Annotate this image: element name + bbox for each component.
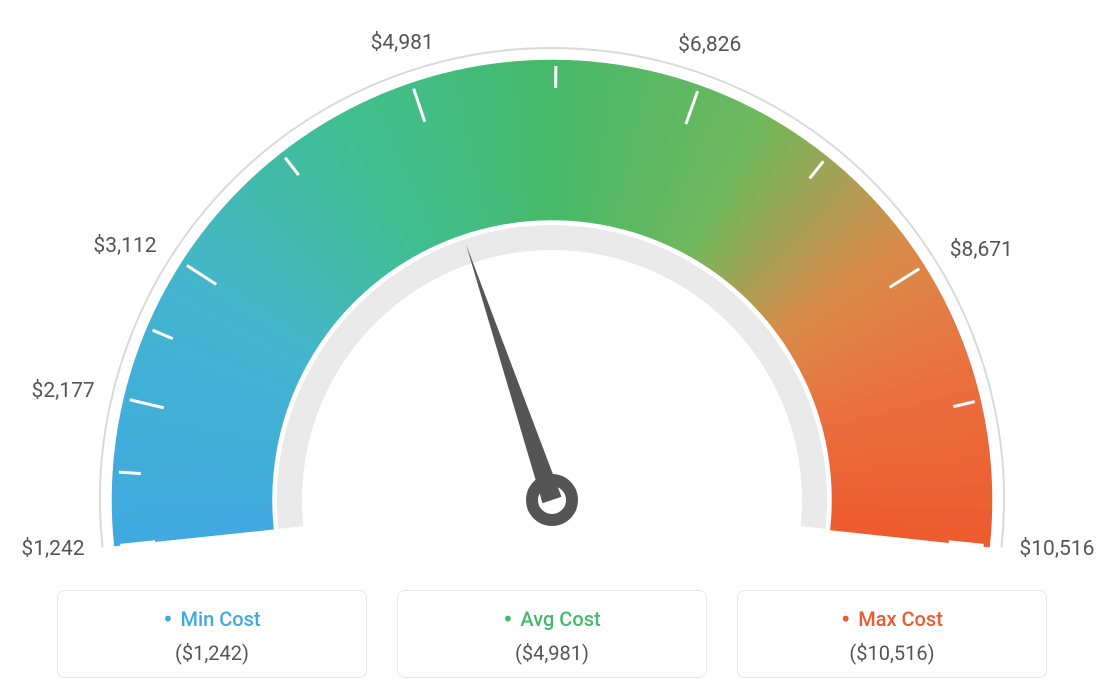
legend-title-min: Min Cost [68, 607, 356, 631]
cost-gauge-chart: $1,242 $2,177 $3,112 $4,981 $6,826 $8,671 $10,… [0, 0, 1104, 690]
gauge-tick-label: $10,516 [1019, 537, 1094, 561]
gauge-tick-label: $2,177 [32, 379, 95, 403]
gauge-area: $1,242 $2,177 $3,112 $4,981 $6,826 $8,671 $10,… [0, 0, 1104, 560]
legend-title-avg: Avg Cost [408, 607, 696, 631]
legend-title-max: Max Cost [748, 607, 1036, 631]
gauge-tick-label: $1,242 [21, 537, 84, 561]
legend-row: Min Cost ($1,242) Avg Cost ($4,981) Max … [0, 590, 1104, 678]
legend-value-avg: ($4,981) [408, 641, 696, 665]
gauge-needle [466, 244, 562, 503]
gauge-tick-label: $4,981 [371, 31, 434, 55]
gauge-tick-label: $6,826 [678, 33, 741, 57]
legend-value-min: ($1,242) [68, 641, 356, 665]
gauge-tick-label: $3,112 [93, 234, 156, 258]
legend-card-min: Min Cost ($1,242) [57, 590, 367, 678]
gauge-tick-label: $8,671 [950, 238, 1013, 262]
legend-value-max: ($10,516) [748, 641, 1036, 665]
legend-card-avg: Avg Cost ($4,981) [397, 590, 707, 678]
legend-card-max: Max Cost ($10,516) [737, 590, 1047, 678]
gauge-svg [0, 0, 1104, 560]
